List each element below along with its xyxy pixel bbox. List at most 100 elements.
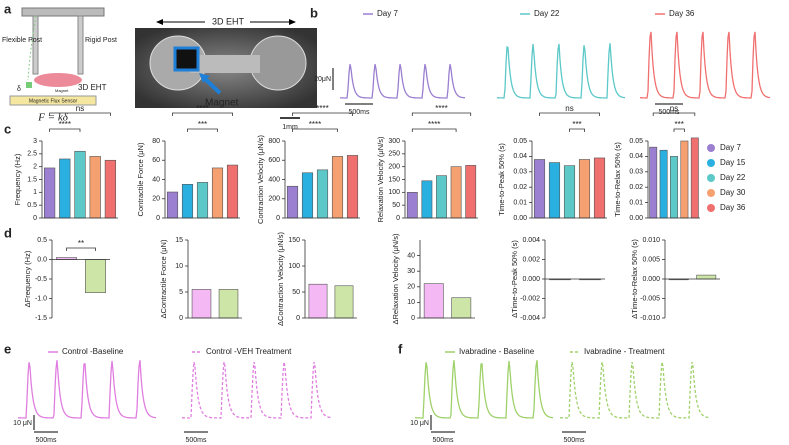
bar — [593, 157, 606, 219]
y-tick-label: 10 — [407, 299, 415, 306]
legend-label: Day 7 — [377, 9, 398, 18]
sig-bracket — [49, 112, 111, 116]
sig-bracket — [673, 128, 685, 132]
bar — [649, 146, 658, 219]
y-tick-label: 200 — [268, 196, 280, 203]
sig-label: **** — [309, 120, 321, 129]
photo-magnet: Magnet — [205, 98, 239, 109]
y-tick-label: 0.5 — [37, 237, 47, 244]
y-axis-label: ΔTime-to-Relax 50% (s) — [630, 239, 639, 319]
trace — [639, 31, 771, 99]
legend-label: Ivabradine - Treatment — [584, 347, 665, 356]
y-tick-label: 0 — [33, 215, 37, 222]
y-tick-label: 0.010 — [642, 237, 660, 244]
legend-label: Day 7 — [720, 143, 741, 152]
magnet-small: Magnet — [55, 88, 69, 93]
y-tick-label: 0 — [396, 215, 400, 222]
y-tick-label: 20 — [407, 284, 415, 291]
rigid-post: Rigid Post — [85, 37, 117, 44]
y-tick-label: 5 — [179, 289, 183, 296]
bar — [680, 140, 689, 219]
sig-bracket — [292, 112, 353, 116]
sig-bracket — [569, 128, 585, 132]
y-tick-label: 1 — [33, 189, 37, 196]
bar — [74, 150, 86, 219]
y-tick-label: 0.04 — [513, 153, 527, 160]
y-tick-label: 0.02 — [629, 184, 643, 191]
bar — [406, 192, 418, 219]
legend-dot — [707, 204, 715, 212]
y-tick-label: 0.5 — [27, 202, 37, 209]
sig-label: ns — [670, 104, 678, 113]
sig-bracket — [49, 128, 81, 132]
y-tick-label: 150 — [388, 176, 400, 183]
trace — [496, 43, 626, 99]
sig-bracket — [652, 112, 696, 116]
sig-label: ns — [565, 104, 573, 113]
sig-label: **** — [196, 104, 208, 113]
scale-label: 500ms — [185, 437, 207, 444]
photo-scale: 1mm — [282, 124, 298, 131]
y-tick-label: 600 — [268, 157, 280, 164]
sig-label: *** — [572, 120, 581, 129]
sig-bracket — [172, 112, 233, 116]
bar — [166, 191, 179, 219]
bar — [334, 285, 354, 319]
bar — [226, 164, 239, 219]
y-tick-label: 0.02 — [513, 184, 527, 191]
panel-label: a — [4, 1, 12, 16]
photo — [135, 19, 317, 119]
y-tick-label: -0.5 — [35, 276, 47, 283]
y-tick-label: 80 — [152, 138, 160, 145]
bar — [218, 289, 239, 319]
panel-label: d — [4, 225, 12, 240]
panel-label: f — [398, 341, 403, 356]
bar — [191, 289, 212, 319]
y-tick-label: 0.00 — [513, 215, 527, 222]
bar — [211, 167, 224, 219]
y-tick-label: 250 — [388, 151, 400, 158]
scale-label: 10 μN — [13, 420, 32, 427]
sig-label: ns — [76, 104, 84, 113]
y-tick-label: 40 — [152, 176, 160, 183]
y-axis-label: Frequency (Hz) — [13, 153, 22, 205]
bar — [331, 156, 344, 219]
bar — [421, 180, 433, 219]
y-tick-label: 10 — [175, 263, 183, 270]
sig-label: **** — [428, 120, 440, 129]
y-tick-label: 0.000 — [642, 276, 660, 283]
legend-label: Day 30 — [720, 188, 746, 197]
sig-bracket — [187, 128, 218, 132]
y-tick-label: 0.03 — [513, 169, 527, 176]
y-tick-label: 0.005 — [642, 256, 660, 263]
bar — [43, 167, 56, 219]
bar — [346, 155, 359, 219]
sig-label: **** — [59, 120, 71, 129]
y-tick-label: 0.01 — [513, 199, 527, 206]
trace — [414, 360, 554, 419]
y-tick-label: -0.004 — [520, 315, 540, 322]
scale-label: 500ms — [35, 437, 57, 444]
y-tick-label: 0.05 — [513, 138, 527, 145]
scale-label: 500ms — [563, 437, 585, 444]
y-axis-label: ΔContractile Force (μN) — [159, 239, 168, 318]
y-tick-label: 0.03 — [629, 169, 643, 176]
formula: F = kδ — [37, 112, 69, 124]
eht-label: 3D EHT — [78, 83, 107, 92]
y-tick-label: 100 — [288, 263, 300, 270]
y-tick-label: 0 — [156, 215, 160, 222]
y-axis-label: Time-to-Relax 50% (s) — [613, 142, 622, 217]
axis — [187, 240, 242, 319]
axis — [419, 240, 475, 319]
y-tick-label: 50 — [392, 202, 400, 209]
bar — [465, 165, 477, 219]
sig-bracket — [411, 128, 457, 132]
bar — [436, 175, 447, 219]
bar — [316, 169, 329, 219]
y-tick-label: -1.0 — [35, 295, 47, 302]
bar — [104, 159, 117, 219]
bar — [59, 158, 71, 219]
sig-label: *** — [675, 120, 684, 129]
axis — [647, 141, 700, 219]
